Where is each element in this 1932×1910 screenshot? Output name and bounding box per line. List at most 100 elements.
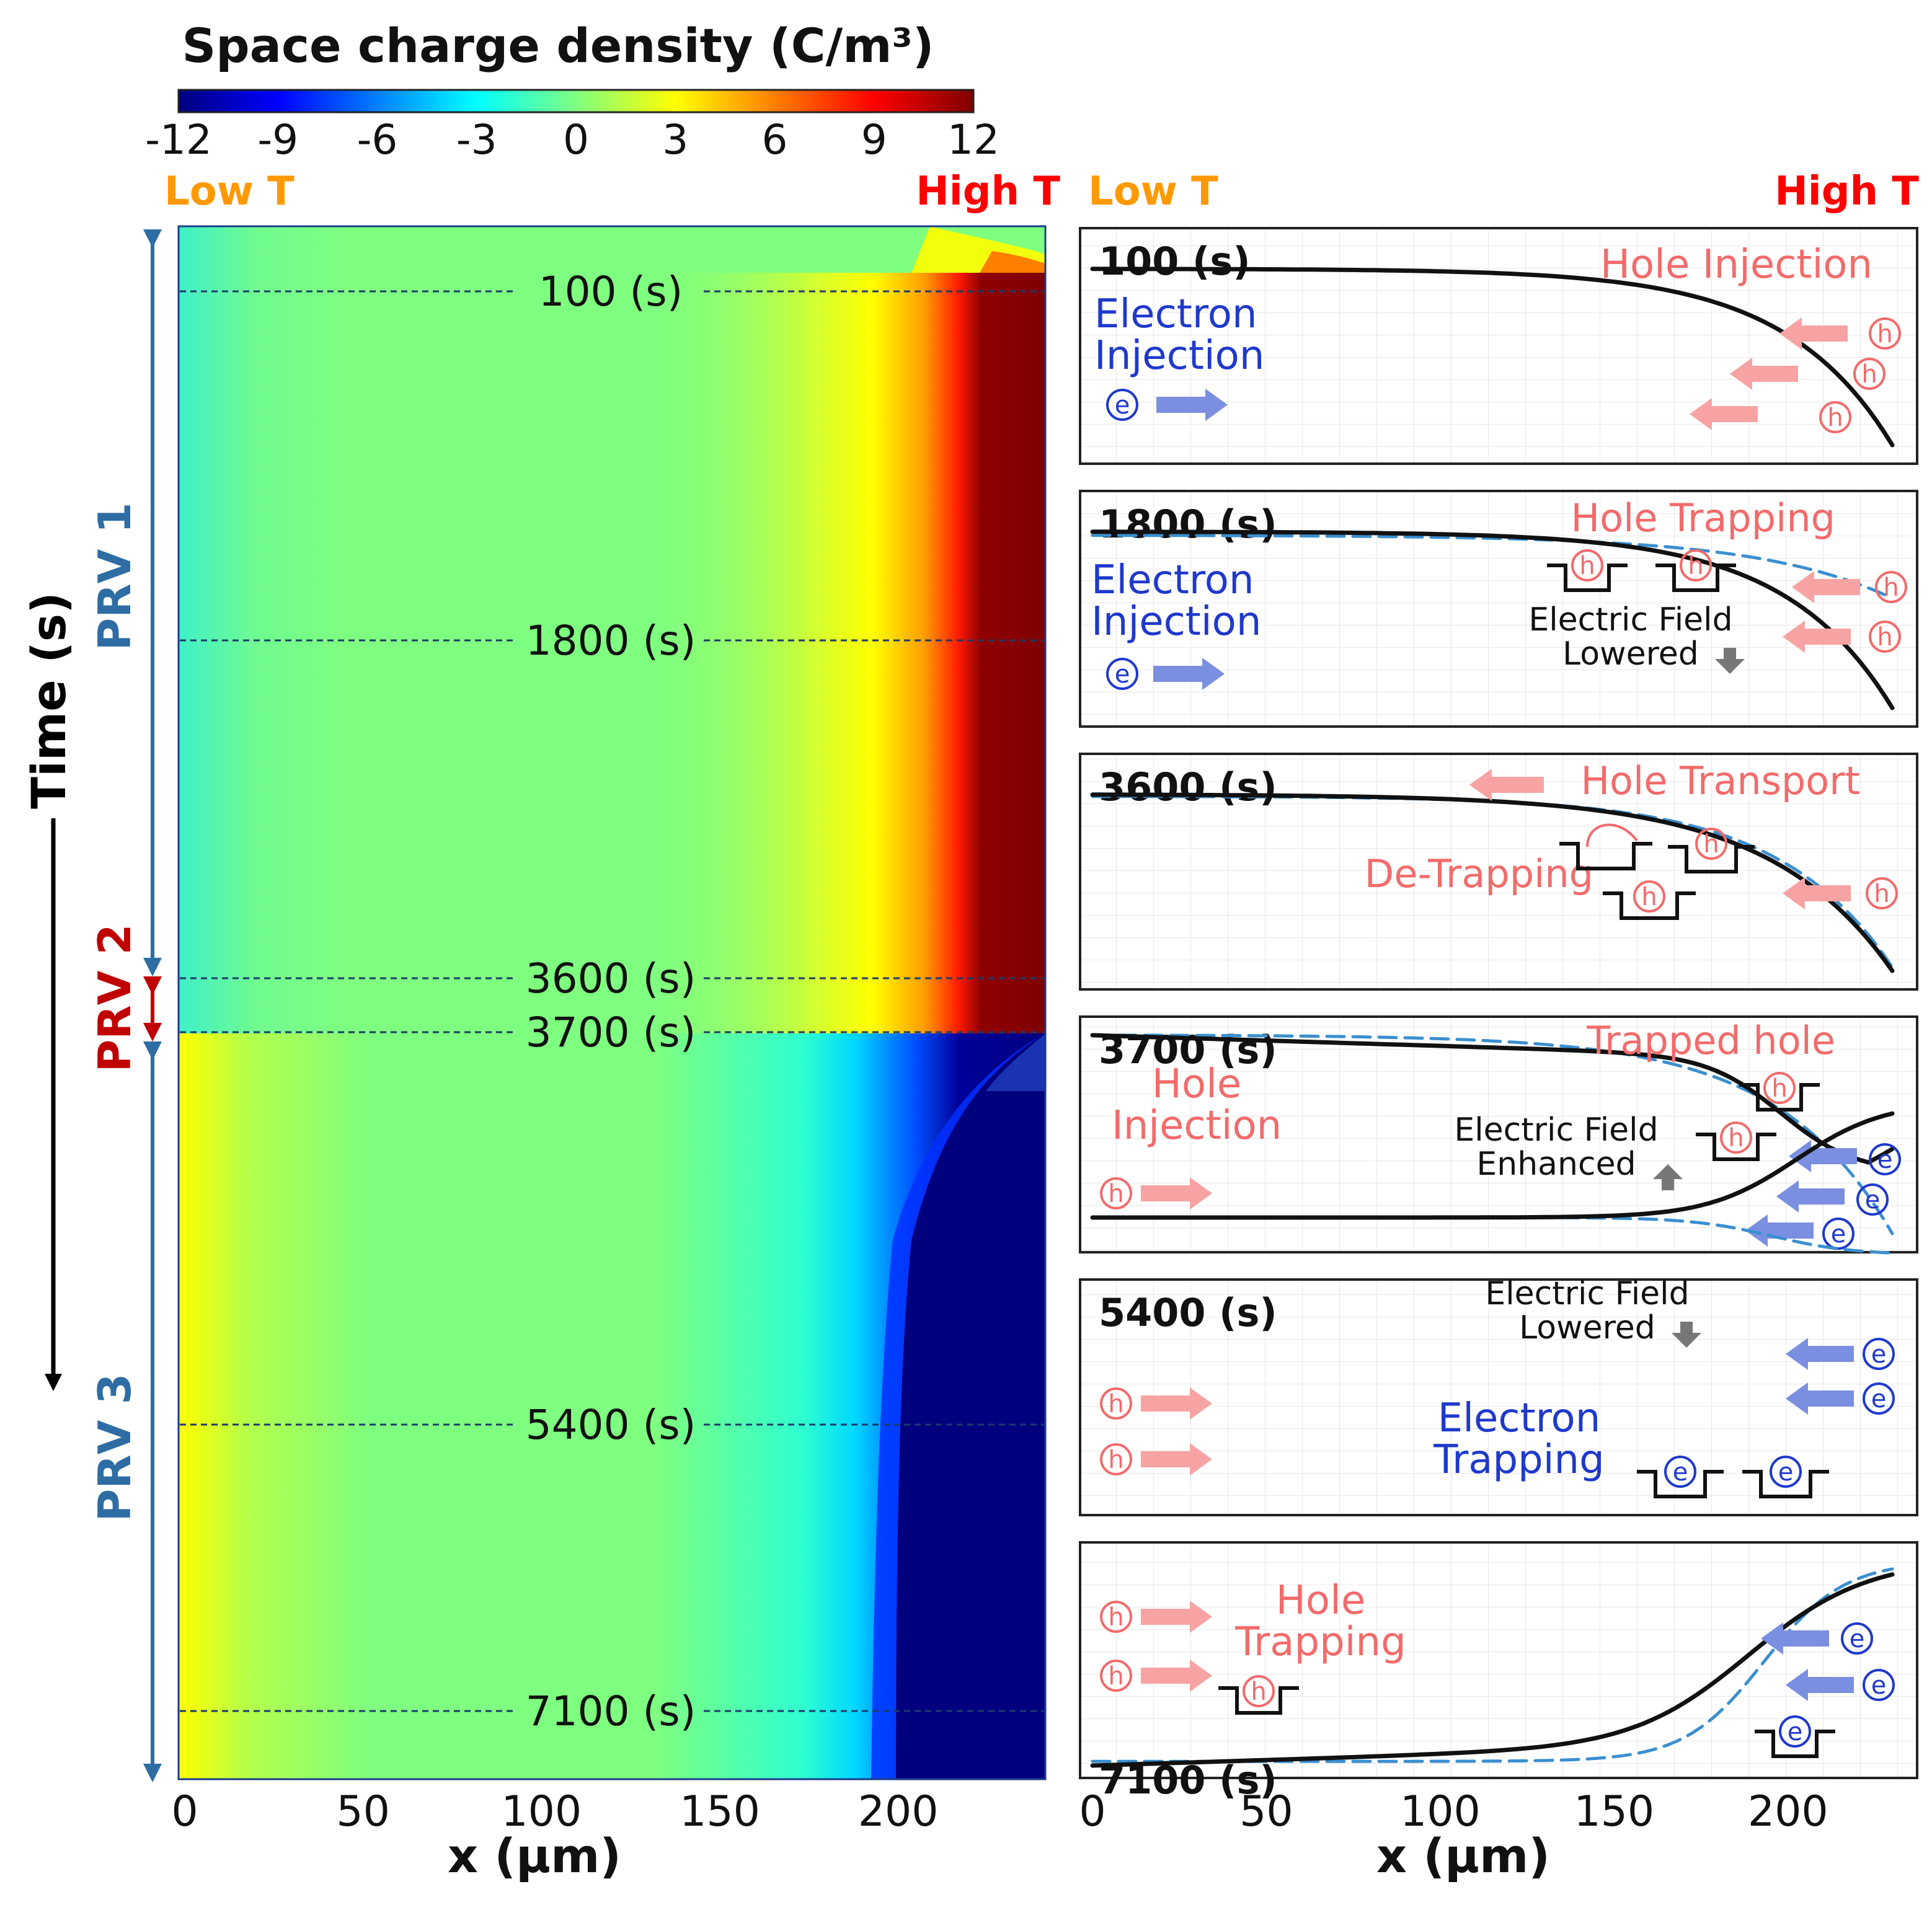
colorbar-tick-label: 12 bbox=[947, 116, 999, 164]
annotation-de-trapping: De-Trapping bbox=[1365, 851, 1593, 896]
hole-symbol: h bbox=[1108, 1180, 1123, 1208]
panel-frame bbox=[1079, 1015, 1918, 1253]
colorbar-gradient bbox=[177, 89, 975, 113]
annotation-hole-trapping: Trapping bbox=[1234, 1619, 1406, 1665]
annotation-enhanced: Enhanced bbox=[1476, 1146, 1636, 1183]
trap-well bbox=[1655, 564, 1736, 592]
trap-well bbox=[1559, 842, 1652, 870]
electron-ring bbox=[1869, 1143, 1901, 1175]
schematic-panel: 5400 (s) Electric FieldLoweredElectronTra… bbox=[1079, 1111, 1918, 1516]
hole-arrow bbox=[1783, 877, 1851, 909]
trap-well bbox=[1218, 1686, 1299, 1715]
hole-arrow bbox=[1141, 1443, 1212, 1475]
electron-ring bbox=[1856, 1183, 1889, 1216]
hole-symbol: h bbox=[1771, 1074, 1787, 1103]
panel-time-label: 3600 (s) bbox=[1099, 764, 1277, 810]
heatmap-negative-edge bbox=[871, 1033, 1045, 1779]
hole-transport-arrow bbox=[1469, 769, 1544, 801]
panel-x-tick-label: 50 bbox=[1239, 1787, 1293, 1836]
panel-x-tick-label: 100 bbox=[1400, 1787, 1481, 1836]
colorbar-tick-label: 9 bbox=[861, 116, 887, 164]
hole-symbol: h bbox=[1728, 1124, 1744, 1152]
electron-symbol: e bbox=[1778, 1458, 1794, 1487]
electron-arrow bbox=[1786, 1382, 1854, 1415]
high-t-label-right: High T bbox=[1775, 169, 1919, 214]
previous-curve bbox=[1091, 1033, 1894, 1236]
annotation-hole-trapping: Hole Trapping bbox=[1571, 495, 1835, 541]
trap-well bbox=[1637, 1470, 1724, 1498]
annotation-hole-trapping: Hole bbox=[1276, 1578, 1365, 1624]
hole-symbol: h bbox=[1108, 1390, 1123, 1418]
electron-symbol: e bbox=[1865, 1186, 1881, 1214]
hole-ring bbox=[1100, 1443, 1132, 1475]
heatmap-x-tick-label: 100 bbox=[501, 1787, 582, 1836]
colorbar-tick-label: -9 bbox=[257, 116, 298, 164]
trap-well bbox=[1547, 564, 1628, 592]
annotation-hole-injection: Hole Injection bbox=[1600, 242, 1872, 288]
hole-ring bbox=[1720, 1121, 1752, 1154]
electron-arrow bbox=[1153, 658, 1225, 690]
electron-arrow bbox=[1761, 1622, 1829, 1655]
hole-arrow bbox=[1779, 317, 1848, 350]
profile-curve bbox=[1090, 529, 1895, 710]
electron-symbol: e bbox=[1115, 660, 1130, 689]
colorbar-tick-label: -3 bbox=[456, 116, 497, 164]
trap-well bbox=[1668, 845, 1755, 873]
electron-arrow bbox=[1776, 1180, 1845, 1213]
heatmap-upper-center bbox=[986, 1033, 1045, 1091]
colorbar-title: Space charge density (C/m³) bbox=[182, 18, 934, 73]
hole-symbol: h bbox=[1877, 320, 1892, 348]
annotation-trapped-hole: Trapped hole bbox=[1586, 1018, 1835, 1063]
hole-ring bbox=[1243, 1675, 1275, 1707]
time-marker-label: 100 (s) bbox=[539, 268, 683, 316]
trap-well bbox=[1742, 1470, 1829, 1498]
schematic-panel: 3600 (s) Hole Transport De-Trapping h h h bbox=[1079, 753, 1918, 991]
hole-symbol: h bbox=[1641, 883, 1657, 911]
annotation-electric-field: Electric Field bbox=[1485, 1275, 1689, 1312]
annotation-electron-injection: Injection bbox=[1094, 333, 1264, 379]
heatmap-x-tick-label: 0 bbox=[171, 1787, 198, 1836]
panel-frame bbox=[1079, 1541, 1918, 1779]
hole-ring bbox=[1819, 401, 1851, 433]
time-marker-label: 3600 (s) bbox=[526, 955, 696, 1002]
prv2-label: PRV 2 bbox=[89, 924, 141, 1072]
profile-curve bbox=[1090, 267, 1895, 448]
hole-symbol: h bbox=[1877, 623, 1892, 652]
electron-ring bbox=[1779, 1715, 1811, 1748]
colorbar-tick-label: 6 bbox=[762, 116, 788, 164]
field-enhanced-arrow bbox=[1653, 1164, 1683, 1190]
prv1-label: PRV 1 bbox=[89, 502, 141, 650]
electron-symbol: e bbox=[1788, 1718, 1803, 1746]
high-t-label-left: High T bbox=[916, 169, 1060, 214]
hole-symbol: h bbox=[1108, 1446, 1123, 1474]
hole-arrow bbox=[1141, 1387, 1212, 1420]
panel-frame bbox=[1079, 1278, 1918, 1516]
heatmap-negative-core bbox=[896, 1033, 1045, 1779]
hole-ring bbox=[1869, 621, 1901, 653]
colorbar-tick-label: 3 bbox=[662, 116, 688, 164]
profile-curve bbox=[1090, 1572, 1895, 1768]
annotation-electron-trapping: Electron bbox=[1438, 1395, 1601, 1441]
electron-symbol: e bbox=[1877, 1146, 1893, 1174]
electron-ring bbox=[1770, 1456, 1802, 1488]
annotation-electron-injection: Electron bbox=[1091, 557, 1254, 603]
hole-arrow bbox=[1141, 1660, 1212, 1692]
heatmap: 100 (s) 1800 (s) 3600 (s) 3700 (s) 5400 (s) 7… bbox=[171, 225, 1047, 1883]
hole-symbol: h bbox=[1688, 552, 1703, 580]
hole-symbol: h bbox=[1703, 830, 1719, 859]
time-marker-label: 7100 (s) bbox=[526, 1687, 696, 1735]
colorbar-ticks: -12 -9 -6 -3 0 3 6 9 12 bbox=[145, 116, 999, 164]
hole-ring bbox=[1869, 317, 1901, 350]
field-lowered-arrow bbox=[1672, 1322, 1701, 1348]
electron-ring bbox=[1106, 658, 1138, 690]
hole-arrow bbox=[1730, 358, 1798, 390]
trap-well bbox=[1603, 891, 1696, 920]
low-t-label-left: Low T bbox=[164, 169, 295, 214]
annotation-electron-injection: Injection bbox=[1091, 599, 1261, 645]
electron-symbol: e bbox=[1871, 1385, 1887, 1413]
panel-time-label: 100 (s) bbox=[1099, 239, 1251, 284]
panels-x-label: x (μm) bbox=[1376, 1828, 1550, 1883]
hole-symbol: h bbox=[1579, 552, 1595, 580]
